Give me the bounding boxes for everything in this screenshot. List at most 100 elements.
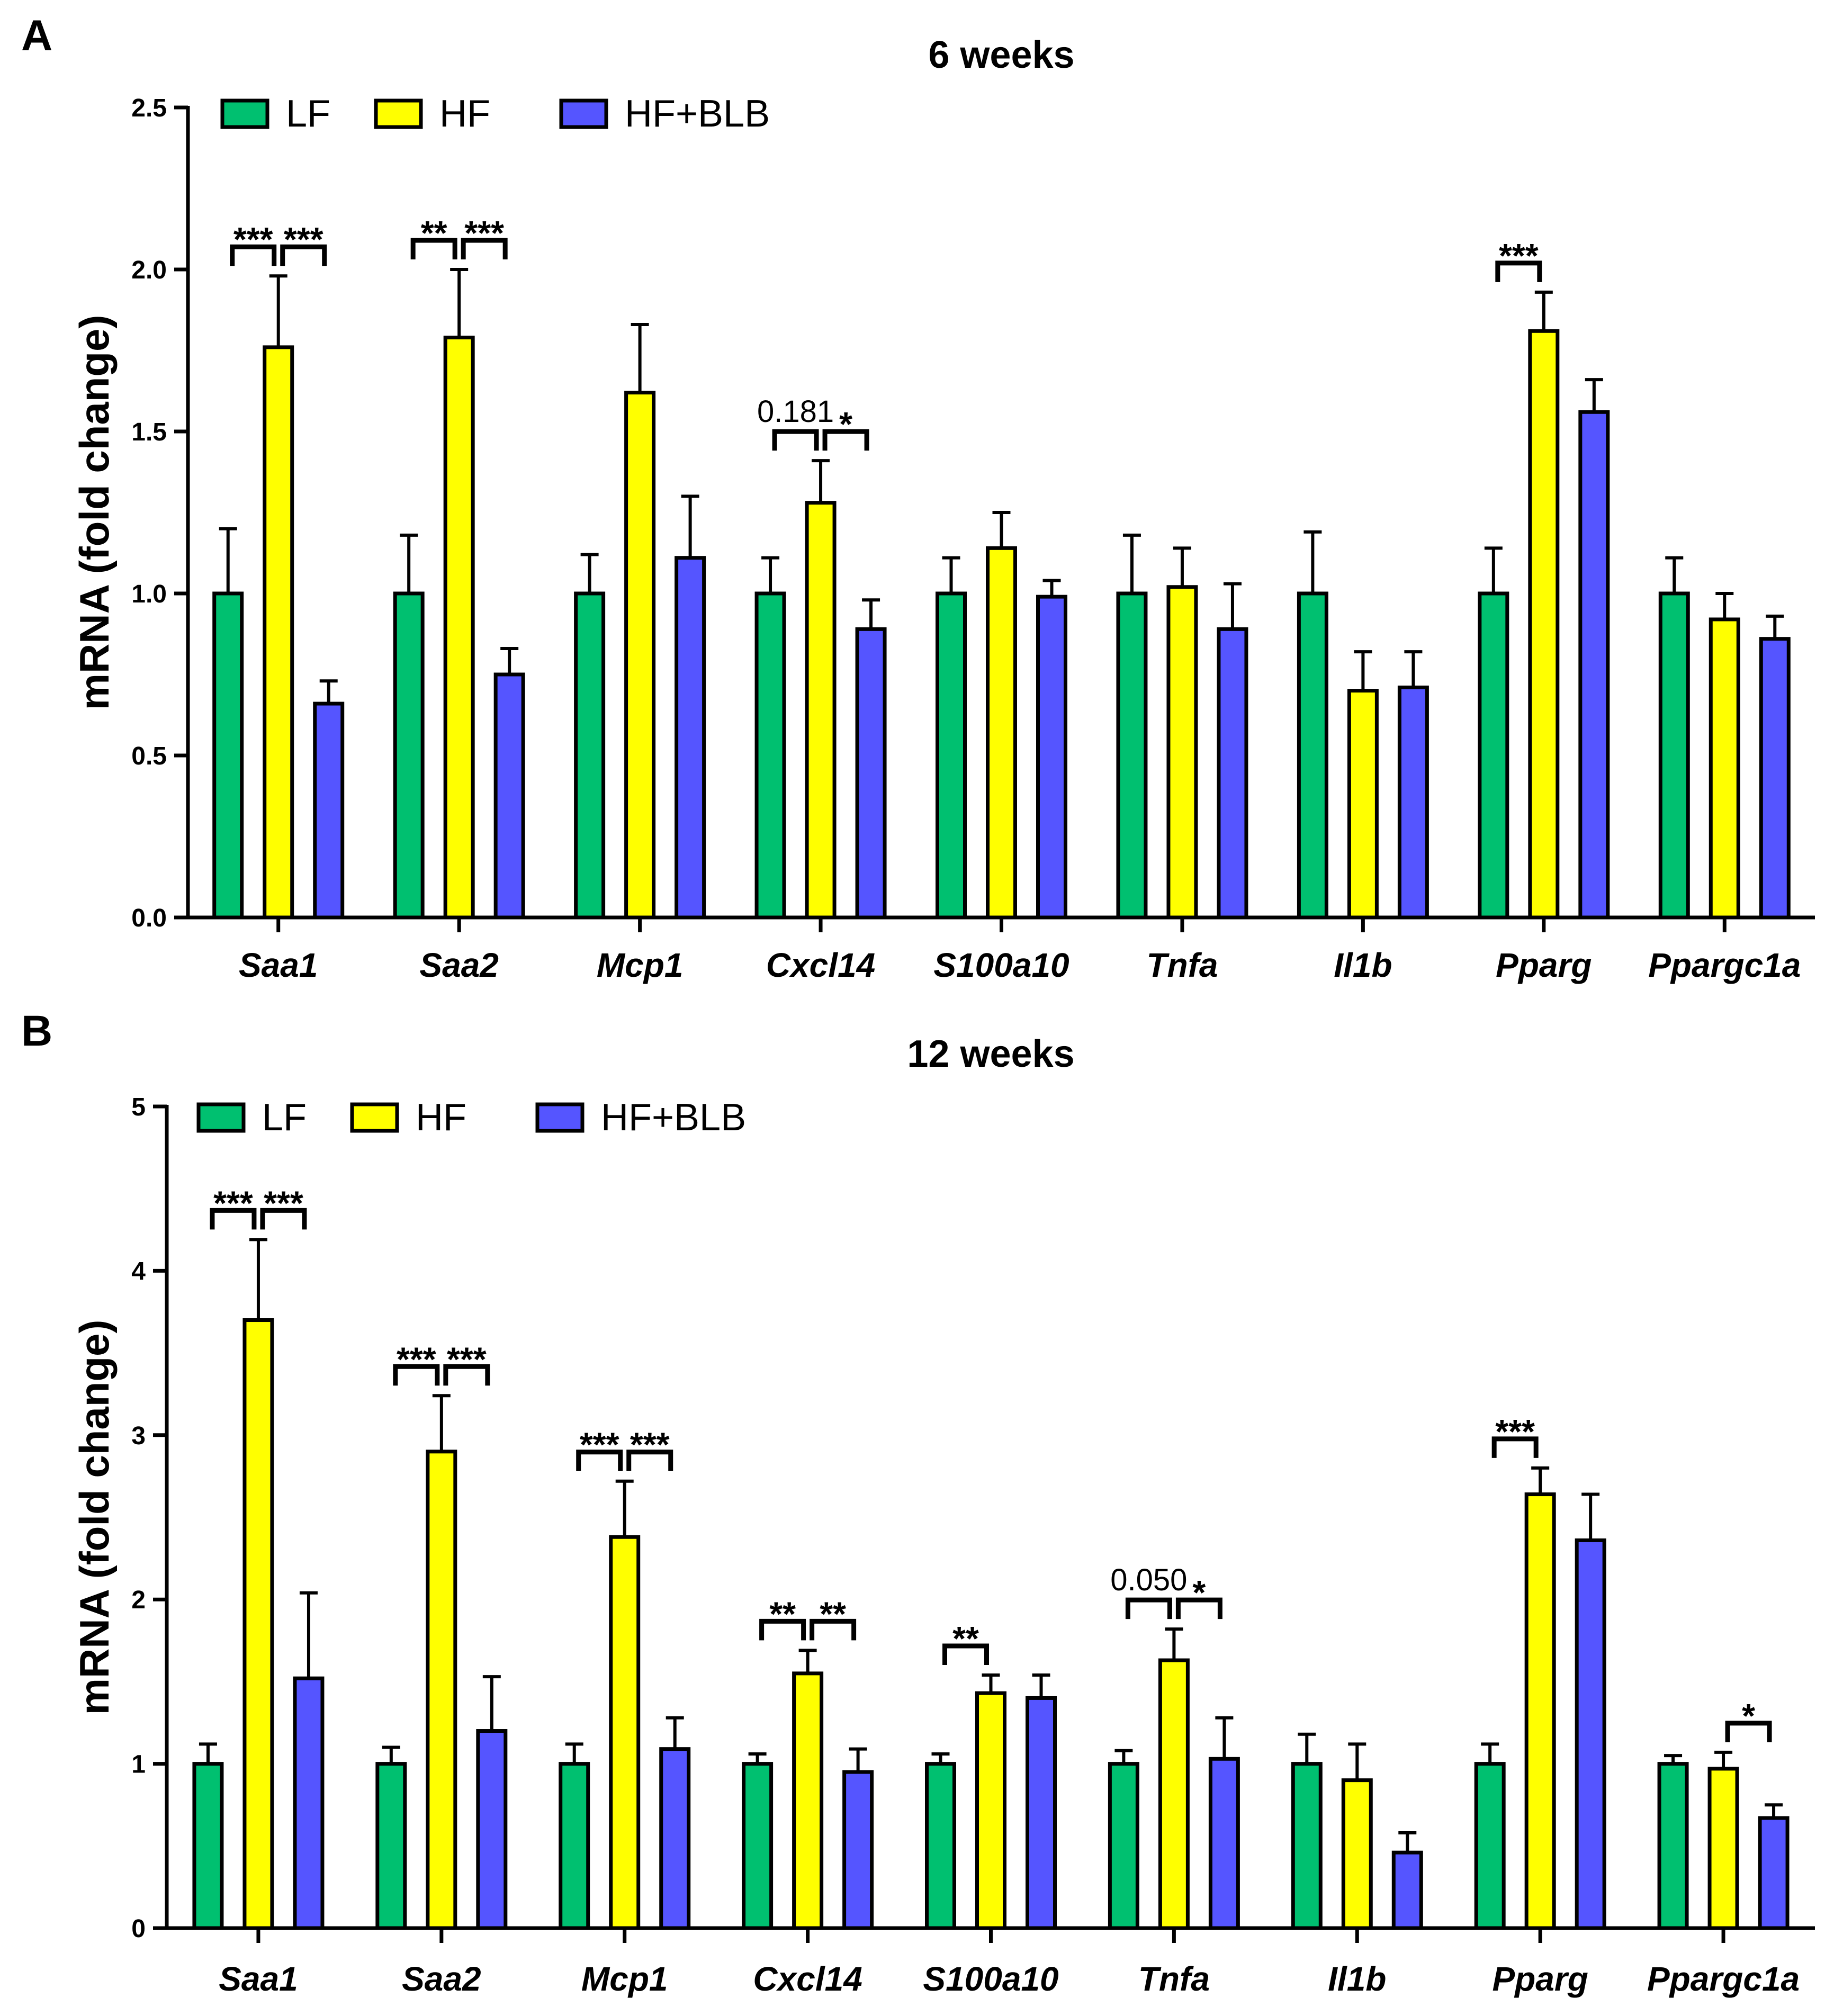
bar-hf-saa1 <box>242 1318 274 1930</box>
legend-swatch-hf <box>350 1102 399 1133</box>
significance-label: * <box>839 405 852 443</box>
y-axis-label: mRNA (fold change) <box>71 1320 118 1715</box>
significance-label: ** <box>952 1619 979 1658</box>
x-tick-label-cxcl14: Cxcl14 <box>753 1960 862 1998</box>
significance-label: *** <box>213 1184 253 1222</box>
y-tick-label: 1 <box>131 1751 146 1779</box>
bar-hf-blb-tnfa <box>1217 627 1248 920</box>
significance-label: * <box>1742 1697 1755 1735</box>
legend-label-hf: HF <box>416 1096 466 1139</box>
significance-bracket <box>443 1364 490 1386</box>
bar-hf-ppargc1a <box>1709 617 1740 920</box>
significance-label: *** <box>630 1426 670 1464</box>
x-tick-label-saa1: Saa1 <box>239 946 318 984</box>
significance-bracket <box>410 238 457 259</box>
panel-letter: A <box>21 12 52 60</box>
x-tick-label-tnfa: Tnfa <box>1146 946 1218 984</box>
bar-hf-blb-ppargc1a <box>1758 1816 1790 1930</box>
bar-lf-saa2 <box>393 591 425 920</box>
bar-hf-blb-ppargc1a <box>1759 637 1791 920</box>
bar-hf-blb-saa2 <box>476 1729 508 1930</box>
y-tick-label: 2 <box>131 1586 146 1614</box>
bar-lf-tnfa <box>1116 591 1148 920</box>
bar-lf-il1b <box>1291 1762 1323 1930</box>
significance-bracket <box>1125 1597 1172 1619</box>
bar-hf-blb-il1b <box>1391 1850 1423 1930</box>
significance-bracket <box>280 244 327 266</box>
significance-label: *** <box>397 1340 436 1378</box>
bar-hf-il1b <box>1341 1778 1373 1930</box>
significance-label: *** <box>447 1340 487 1378</box>
significance-label: 0.181 <box>757 394 834 429</box>
bar-hf-blb-il1b <box>1397 685 1429 920</box>
significance-label: *** <box>233 220 273 258</box>
bar-lf-tnfa <box>1108 1762 1139 1930</box>
significance-bracket <box>822 429 869 451</box>
y-tick-label: 5 <box>131 1093 146 1121</box>
significance-label: ** <box>421 214 447 252</box>
bar-lf-pparg <box>1474 1762 1506 1930</box>
significance-label: 0.050 <box>1110 1563 1187 1597</box>
bar-hf-cxcl14 <box>792 1671 824 1930</box>
panel-b: B 12 weeks mRNA (fold change) 0 1 2 3 4 5 Saa1 Saa… <box>21 1007 1815 1998</box>
bar-hf-blb-pparg <box>1575 1538 1606 1930</box>
x-tick-label-cxcl14: Cxcl14 <box>766 946 875 984</box>
significance-label: *** <box>284 220 323 258</box>
bar-hf-s100a10 <box>975 1691 1006 1930</box>
significance-bracket <box>576 1450 623 1471</box>
significance-bracket <box>461 238 508 259</box>
significance-bracket <box>1175 1597 1222 1619</box>
significance-bracket <box>1495 260 1542 282</box>
y-tick-label: 0 <box>131 1915 146 1943</box>
bar-lf-saa2 <box>375 1762 407 1930</box>
x-tick-label-pparg: Pparg <box>1496 946 1592 984</box>
significance-bracket <box>759 1618 806 1641</box>
bar-hf-tnfa <box>1158 1658 1190 1930</box>
bar-hf-ppargc1a <box>1707 1767 1739 1930</box>
x-tick-label-il1b: Il1b <box>1334 946 1392 984</box>
legend-label-hf-blb: HF+BLB <box>601 1096 746 1139</box>
significance-bracket <box>393 1364 440 1386</box>
significance-bracket <box>942 1643 989 1665</box>
bar-hf-pparg <box>1528 329 1560 920</box>
y-tick-label: 2.0 <box>131 256 167 284</box>
panel-letter: B <box>21 1007 52 1055</box>
bar-hf-il1b <box>1347 689 1379 920</box>
bar-hf-blb-cxcl14 <box>842 1770 874 1930</box>
bar-hf-blb-saa1 <box>313 701 345 920</box>
bar-lf-ppargc1a <box>1657 1762 1689 1930</box>
bar-hf-s100a10 <box>986 546 1017 920</box>
bar-hf-mcp1 <box>624 391 656 920</box>
significance-bracket <box>210 1208 257 1230</box>
x-tick-label-saa1: Saa1 <box>219 1960 298 1998</box>
legend-swatch-hf <box>374 98 423 129</box>
legend-swatch-hf-blb <box>559 98 608 129</box>
significance-label: ** <box>769 1595 796 1633</box>
significance-label: *** <box>264 1184 303 1222</box>
legend-label-lf: LF <box>262 1096 307 1139</box>
bar-lf-ppargc1a <box>1658 591 1690 920</box>
bar-hf-cxcl14 <box>805 501 837 920</box>
bar-hf-blb-mcp1 <box>675 556 706 920</box>
y-tick-label: 2.5 <box>131 94 167 122</box>
x-tick-label-s100a10: S100a10 <box>923 1960 1058 1998</box>
significance-bracket <box>1725 1721 1772 1742</box>
legend-swatch-lf <box>220 98 269 129</box>
x-tick-label-il1b: Il1b <box>1328 1960 1386 1998</box>
bar-hf-blb-saa1 <box>293 1676 325 1930</box>
significance-bracket <box>1491 1436 1539 1458</box>
significance-label: ** <box>820 1595 846 1633</box>
chart-title: 12 weeks <box>907 1033 1074 1075</box>
bar-lf-il1b <box>1297 591 1328 920</box>
x-tick-label-mcp1: Mcp1 <box>581 1960 668 1998</box>
y-tick-label: 4 <box>131 1257 146 1285</box>
significance-bracket <box>260 1208 307 1230</box>
x-tick-label-saa2: Saa2 <box>419 946 498 984</box>
legend-label-hf-blb: HF+BLB <box>625 93 770 135</box>
bar-hf-blb-pparg <box>1578 410 1610 920</box>
x-tick-label-s100a10: S100a10 <box>933 946 1069 984</box>
significance-bracket <box>626 1450 673 1471</box>
y-tick-label: 0.0 <box>131 904 167 932</box>
bar-lf-mcp1 <box>574 591 606 920</box>
